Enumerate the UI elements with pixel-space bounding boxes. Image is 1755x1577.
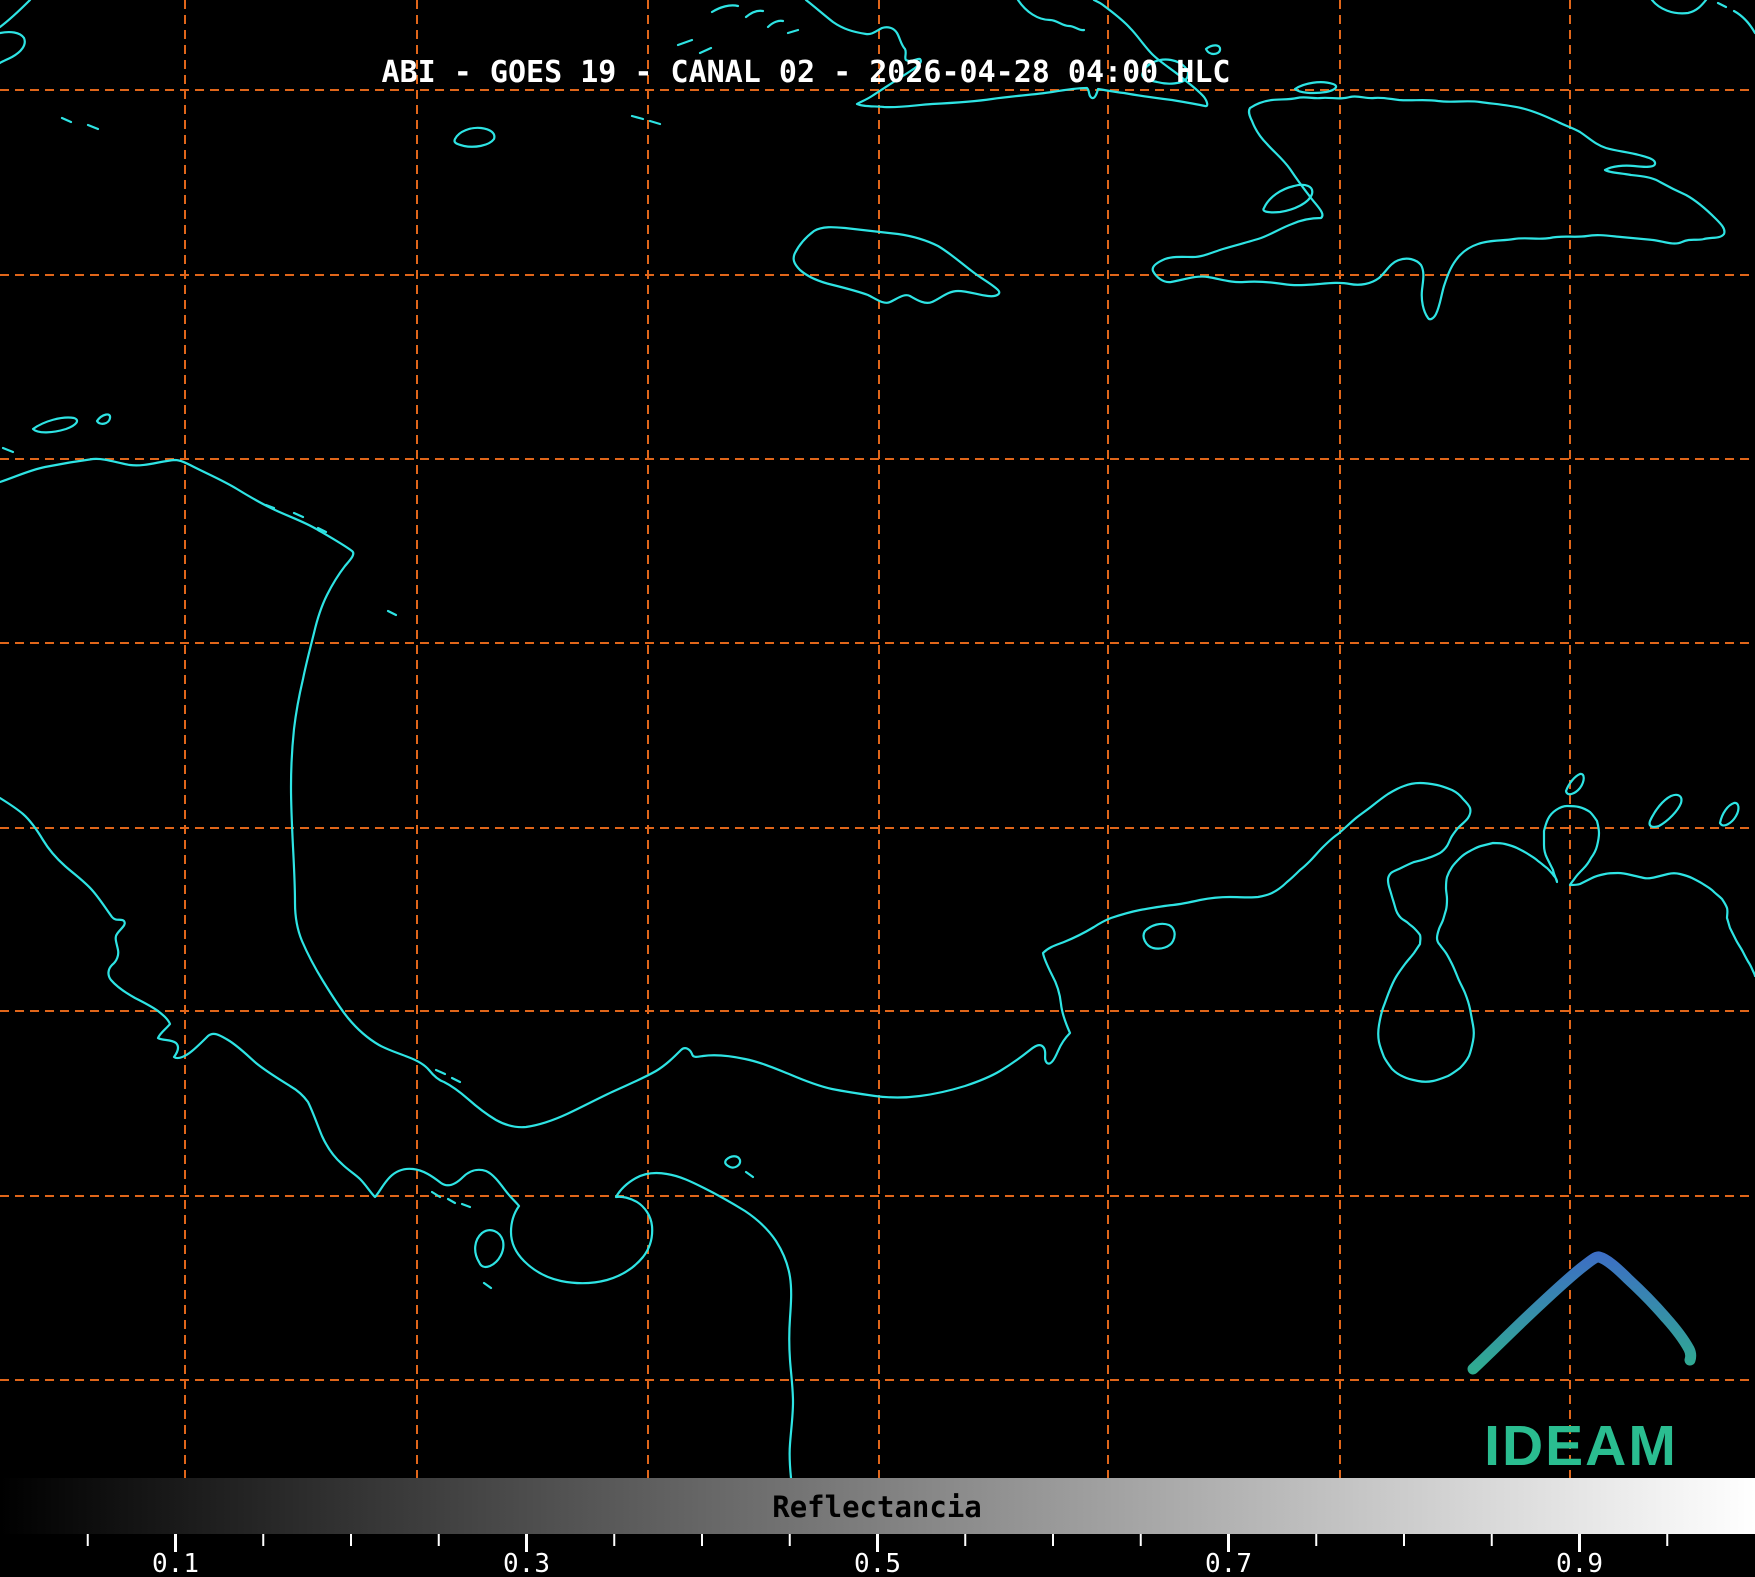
coastline-grand-cayman — [453, 126, 496, 148]
coastline-bay-islands-honduras — [1, 413, 112, 454]
colorbar-label: Reflectancia — [772, 1490, 982, 1524]
colorbar-tick-label: 0.1 — [152, 1549, 199, 1577]
colorbar-gradient-bar — [0, 1478, 1755, 1534]
colorbar-tick-label: 0.7 — [1205, 1549, 1252, 1577]
ideam-logo: IDEAM — [1467, 1251, 1697, 1478]
coastline-curacao — [1648, 793, 1683, 829]
coastline-jamaica — [792, 226, 1001, 304]
coastline-miskito-cays — [264, 503, 328, 534]
coastline-chiriqui-islets — [430, 1190, 472, 1209]
coastline-cienaga-santa-marta — [1142, 922, 1176, 950]
coastline-cuba-west-arc — [0, 0, 32, 29]
ideam-mountain-icon — [1467, 1251, 1697, 1375]
colorbar: Reflectancia 0.1 0.3 0.5 0.7 0.9 — [0, 1478, 1755, 1577]
coastline-pearl-islands — [724, 1155, 755, 1179]
ideam-logo-text: IDEAM — [1484, 1414, 1678, 1478]
map-background — [0, 0, 1755, 1478]
colorbar-tick-labels: 0.1 0.3 0.5 0.7 0.9 — [152, 1549, 1603, 1577]
coastline-little-caymans — [630, 114, 662, 126]
coastline-hispaniola — [1151, 95, 1726, 321]
coastline-bonaire — [1718, 801, 1740, 827]
coastline-inagua-islands — [1141, 44, 1222, 85]
figure-title: ABI - GOES 19 - CANAL 02 - 2026-04-28 04… — [382, 55, 1231, 90]
coastline-aruba — [1564, 772, 1585, 796]
colorbar-ticks — [86, 1534, 1669, 1552]
coastline-cuba-west-hook — [0, 30, 26, 65]
coastline-corn-island — [386, 609, 398, 617]
coastline-cuba-main — [804, 0, 1209, 109]
coastline-west-islets — [60, 116, 100, 131]
colorbar-tick-label: 0.9 — [1556, 1549, 1603, 1577]
colorbar-tick-label: 0.3 — [503, 1549, 550, 1577]
coastline-caribbean-coast-honduras-to-venezuela — [0, 457, 1755, 1129]
coastlines-layer — [0, 0, 1755, 1480]
coastline-cuba-northeast — [1016, 0, 1086, 32]
coastline-bocas-islets — [434, 1068, 462, 1084]
coastline-gonave-island — [1262, 183, 1314, 214]
coastline-caicos-banks — [1650, 0, 1755, 35]
coastline-pacific-coast-nicaragua-to-colombia — [0, 796, 795, 1480]
colorbar-tick-label: 0.5 — [854, 1549, 901, 1577]
coastline-jardines-archipelago — [676, 4, 800, 55]
coastline-coiba-island — [474, 1229, 505, 1290]
coastline-tortuga-island — [1293, 81, 1338, 95]
